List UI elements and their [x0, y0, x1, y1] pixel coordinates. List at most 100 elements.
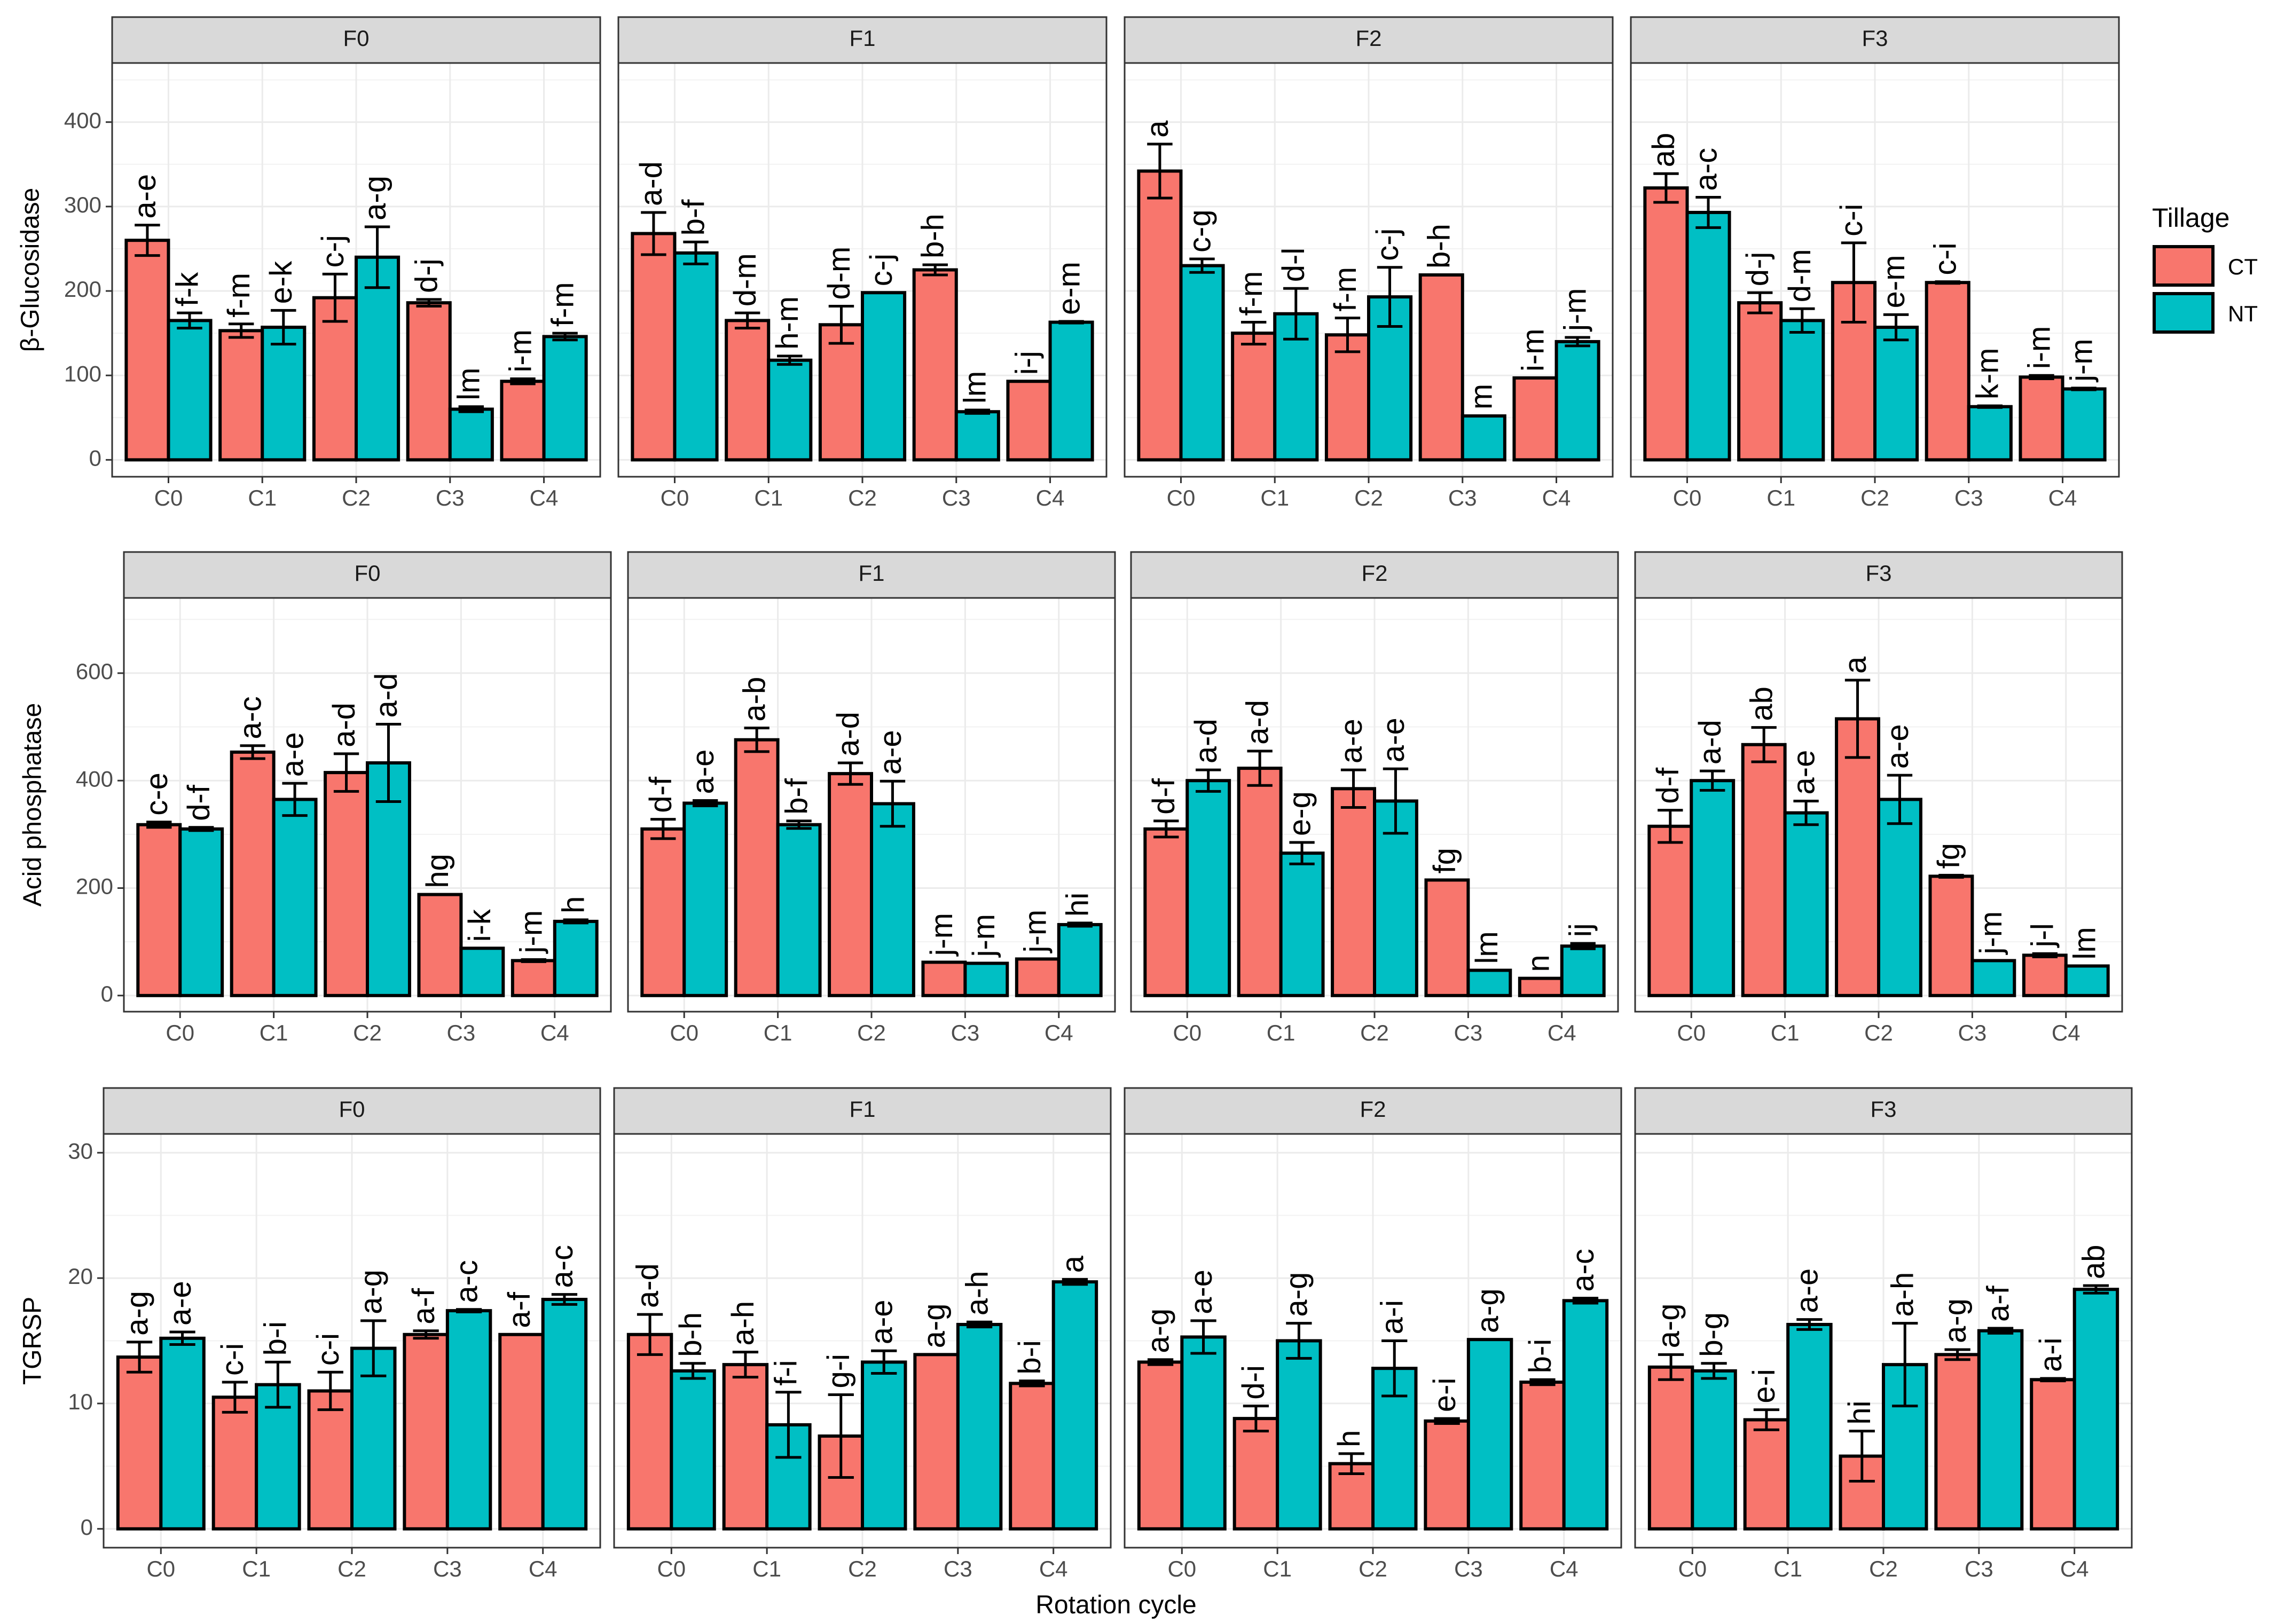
x-tick-label: C3	[1965, 1556, 1993, 1581]
significance-letter: hi	[1061, 893, 1095, 917]
significance-letter: a-c	[449, 1260, 484, 1303]
bar-ct-c0	[116, 1355, 163, 1531]
bar-nt-c4	[553, 919, 599, 997]
x-tick-label: C4	[1039, 1556, 1068, 1581]
bar-ct-c4	[1006, 380, 1052, 462]
bar-nt-c0	[159, 1336, 206, 1531]
x-tick-label: C0	[146, 1556, 175, 1581]
significance-letter: j-l	[2025, 923, 2060, 948]
error-bar	[1147, 1358, 1174, 1366]
y-tick-label: 400	[76, 766, 113, 791]
x-tick-label: C3	[447, 1020, 476, 1045]
bar-nt-c2	[1873, 326, 1919, 462]
bar-ct-c2	[828, 772, 873, 997]
significance-letter: a-c	[545, 1245, 579, 1288]
x-tick-label: C1	[754, 485, 783, 510]
error-bar	[563, 918, 588, 925]
significance-letter: j-m	[1018, 910, 1053, 954]
x-tick-label: C2	[1359, 1556, 1387, 1581]
x-tick-label: C2	[857, 1020, 886, 1045]
y-tick-label: 10	[68, 1389, 93, 1414]
significance-letter: a-e	[865, 1299, 899, 1344]
bar-ct-c1	[1741, 743, 1787, 997]
error-bar	[775, 1391, 802, 1459]
significance-letter: a-c	[1566, 1249, 1600, 1292]
x-tick-label: C3	[436, 485, 465, 510]
facet-strip	[1124, 1087, 1622, 1135]
x-tick-label: C1	[1771, 1020, 1800, 1045]
bar-ct-c0	[626, 1333, 673, 1531]
error-bar	[1883, 313, 1909, 342]
bar-ct-c4	[1518, 976, 1564, 997]
facet-label: F0	[343, 26, 369, 51]
error-bar	[360, 1319, 387, 1377]
significance-letter: f-m	[1234, 271, 1269, 316]
significance-letter: lm	[1470, 931, 1504, 964]
bar-nt-c0	[670, 1369, 716, 1531]
error-bar	[1944, 1348, 1970, 1361]
legend-key-ct	[2153, 245, 2215, 287]
legend-item-nt: NT	[2153, 292, 2258, 334]
error-bar	[1653, 172, 1679, 204]
error-bar	[135, 224, 160, 257]
bar-nt-c0	[1179, 264, 1225, 462]
error-bar	[240, 744, 265, 760]
bar-nt-c1	[1783, 811, 1829, 997]
bar-nt-c4	[542, 335, 588, 462]
bar-ct-c2	[307, 1389, 354, 1531]
bar-ct-c4	[1519, 1381, 1566, 1531]
bar-ct-c0	[1137, 169, 1183, 462]
facet-label: F2	[1361, 561, 1387, 586]
significance-letter: a	[1838, 656, 1873, 674]
error-bar	[641, 211, 666, 256]
bar-nt-c2	[1877, 798, 1922, 997]
x-tick-label: C1	[764, 1020, 792, 1045]
x-tick-label: C3	[942, 485, 971, 510]
error-bar	[521, 958, 546, 963]
bar-nt-c4	[541, 1298, 588, 1531]
bar-nt-c4	[1562, 1299, 1609, 1531]
x-tick-label: C0	[1677, 1020, 1706, 1045]
significance-letter: a-d	[634, 161, 669, 206]
significance-letter: j-m	[924, 913, 959, 957]
significance-letter: a-e	[163, 1281, 198, 1326]
error-bar	[1243, 1405, 1269, 1433]
x-tick-label: C0	[661, 485, 689, 510]
significance-letter: hg	[420, 854, 455, 888]
bar-ct-c1	[218, 329, 264, 462]
x-tick-label: C0	[1673, 485, 1702, 510]
bar-ct-c0	[136, 823, 182, 997]
bar-nt-c4	[1554, 340, 1600, 462]
x-tick-label: C0	[1167, 485, 1196, 510]
bar-nt-c2	[861, 1360, 907, 1531]
facet-label: F1	[858, 561, 884, 586]
x-tick-label: C1	[1260, 485, 1289, 510]
facet-label: F1	[849, 1097, 875, 1122]
error-bar	[1434, 1417, 1460, 1425]
error-bar	[1841, 241, 1867, 324]
significance-letter: lm	[958, 371, 993, 404]
significance-letter: c-i	[311, 1333, 346, 1366]
significance-letter: a-e	[1184, 1270, 1219, 1314]
bar-ct-c2	[1835, 717, 1880, 997]
bar-nt-c0	[1685, 210, 1731, 462]
significance-letter: h	[556, 896, 591, 913]
error-bar	[551, 1293, 578, 1306]
bar-ct-c4	[2022, 953, 2068, 997]
y-axis-title: Acid phosphatase	[19, 703, 47, 907]
x-tick-label: C3	[951, 1020, 980, 1045]
significance-letter: a-d	[1189, 719, 1223, 763]
x-tick-label: C2	[1360, 1020, 1389, 1045]
error-bar	[1844, 679, 1871, 759]
significance-letter: a-g	[1651, 1304, 1686, 1349]
y-tick-label: 100	[64, 361, 101, 386]
facet-label: F2	[1355, 26, 1381, 51]
significance-letter: hi	[1842, 1400, 1877, 1424]
significance-letter: a-g	[120, 1291, 154, 1336]
error-bar	[333, 752, 359, 793]
significance-letter: e-i	[1427, 1378, 1462, 1412]
bar-ct-c4	[498, 1333, 545, 1531]
bar-ct-c2	[1324, 333, 1370, 462]
